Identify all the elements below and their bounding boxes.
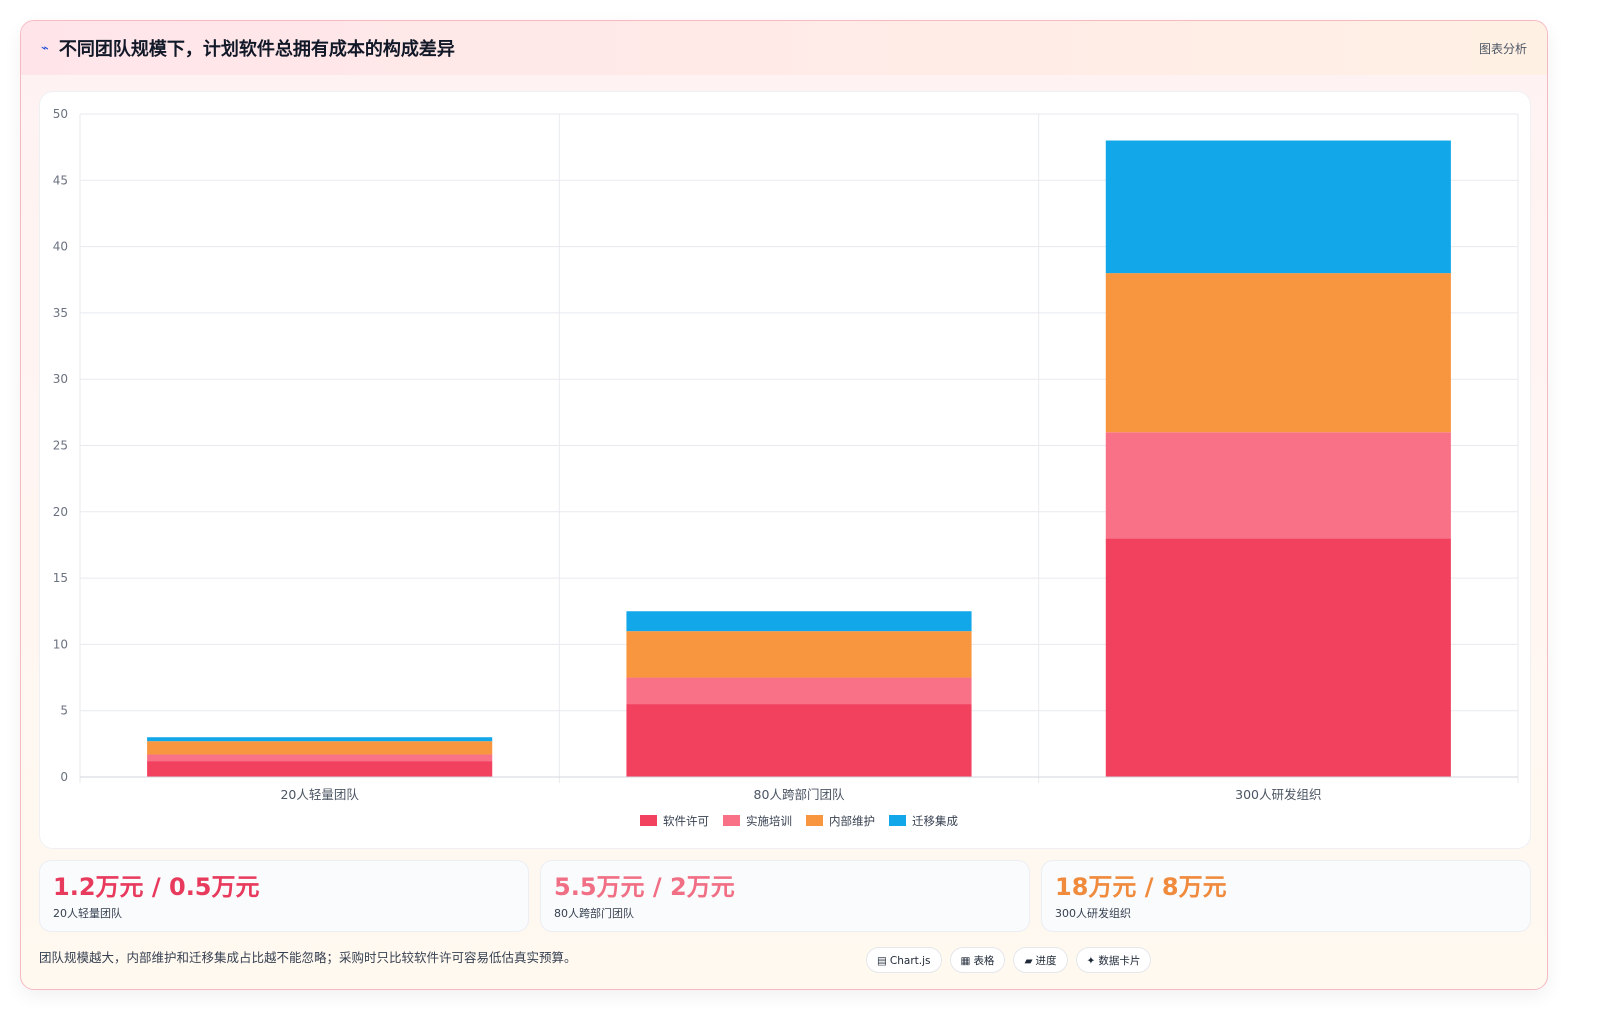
- legend-label: 实施培训: [746, 814, 792, 828]
- y-tick-label: 30: [53, 372, 68, 386]
- chart-title: 不同团队规模下，计划软件总拥有成本的构成差异: [58, 39, 455, 60]
- x-tick-label: 300人研发组织: [1235, 787, 1321, 802]
- feature-pills: ▤ Chart.js ▦ 表格 ▰ 进度 ✦ 数据卡片: [866, 947, 1152, 973]
- y-tick-label: 25: [53, 439, 68, 453]
- y-tick-label: 45: [53, 173, 68, 187]
- legend-swatch: [640, 815, 657, 826]
- bar-segment: [147, 741, 493, 755]
- chart-icon: ▤: [877, 955, 887, 967]
- stat-card-20: 1.2万元 / 0.5万元 20人轻量团队: [39, 860, 529, 932]
- legend-swatch: [889, 815, 906, 826]
- legend-label: 迁移集成: [912, 814, 958, 828]
- y-tick-label: 5: [60, 704, 68, 718]
- stat-value: 1.2万元 / 0.5万元: [53, 873, 260, 901]
- bar-segment: [626, 677, 972, 705]
- bar-segment: [147, 737, 493, 742]
- bar-segment: [1105, 432, 1451, 539]
- stat-label: 20人轻量团队: [53, 907, 122, 920]
- legend-label: 软件许可: [663, 814, 709, 828]
- legend-swatch: [806, 815, 823, 826]
- stat-cards: 1.2万元 / 0.5万元 20人轻量团队 5.5万元 / 2万元 80人跨部门…: [39, 860, 1531, 932]
- y-tick-label: 50: [53, 107, 68, 121]
- y-tick-label: 35: [53, 306, 68, 320]
- pill-label: 进度: [1035, 955, 1057, 967]
- x-tick-label: 80人跨部门团队: [754, 787, 845, 802]
- bar-segment: [147, 761, 493, 777]
- legend-swatch: [723, 815, 740, 826]
- card-icon: ✦: [1086, 955, 1096, 967]
- pill-data-card[interactable]: ✦ 数据卡片: [1075, 947, 1152, 973]
- progress-icon: ▰: [1024, 955, 1033, 967]
- pill-label: 表格: [973, 955, 995, 967]
- pill-progress[interactable]: ▰ 进度: [1013, 947, 1068, 973]
- y-tick-label: 15: [53, 571, 68, 585]
- x-tick-label: 20人轻量团队: [280, 787, 359, 802]
- bar-segment: [147, 754, 493, 762]
- stat-value: 18万元 / 8万元: [1055, 873, 1227, 901]
- pill-label: Chart.js: [889, 955, 931, 967]
- y-tick-label: 10: [53, 637, 68, 651]
- stat-label: 80人跨部门团队: [554, 907, 634, 920]
- bar-segment: [1105, 140, 1451, 274]
- chart-analysis-tag: 图表分析: [1478, 41, 1527, 56]
- y-tick-label: 0: [60, 770, 68, 784]
- trend-icon: ⌁: [41, 40, 49, 56]
- stat-card-80: 5.5万元 / 2万元 80人跨部门团队: [540, 860, 1030, 932]
- pill-chartjs[interactable]: ▤ Chart.js: [866, 947, 942, 973]
- card-header: ⌁ 不同团队规模下，计划软件总拥有成本的构成差异 图表分析: [21, 21, 1547, 75]
- y-tick-label: 20: [53, 505, 68, 519]
- stat-card-300: 18万元 / 8万元 300人研发组织: [1041, 860, 1531, 932]
- y-tick-label: 40: [53, 240, 68, 254]
- pill-label: 数据卡片: [1098, 955, 1141, 967]
- bar-segment: [1105, 273, 1451, 433]
- bar-segment: [626, 611, 972, 632]
- stat-value: 5.5万元 / 2万元: [554, 873, 735, 901]
- bar-segment: [626, 631, 972, 678]
- table-icon: ▦: [960, 955, 971, 967]
- legend-label: 内部维护: [829, 814, 875, 828]
- chart-card: ⌁ 不同团队规模下，计划软件总拥有成本的构成差异 图表分析 0 5 10 15 20 25…: [20, 20, 1548, 990]
- pill-table[interactable]: ▦ 表格: [949, 947, 1006, 973]
- footer-note: 团队规模越大，内部维护和迁移集成占比越不能忽略；采购时只比较软件许可容易低估真实…: [39, 950, 577, 965]
- stacked-bar-chart: 0 5 10 15 20 25 30 35 40 45 50 20人轻量团队 80人跨部门团队 300人研…: [53, 107, 1519, 828]
- stat-label: 300人研发组织: [1055, 907, 1131, 920]
- bar-segment: [626, 704, 972, 777]
- chart-panel: 0 5 10 15 20 25 30 35 40 45 50 20人轻量团队 80人跨部门团队 300人研…: [39, 91, 1531, 849]
- bar-segment: [1105, 538, 1451, 777]
